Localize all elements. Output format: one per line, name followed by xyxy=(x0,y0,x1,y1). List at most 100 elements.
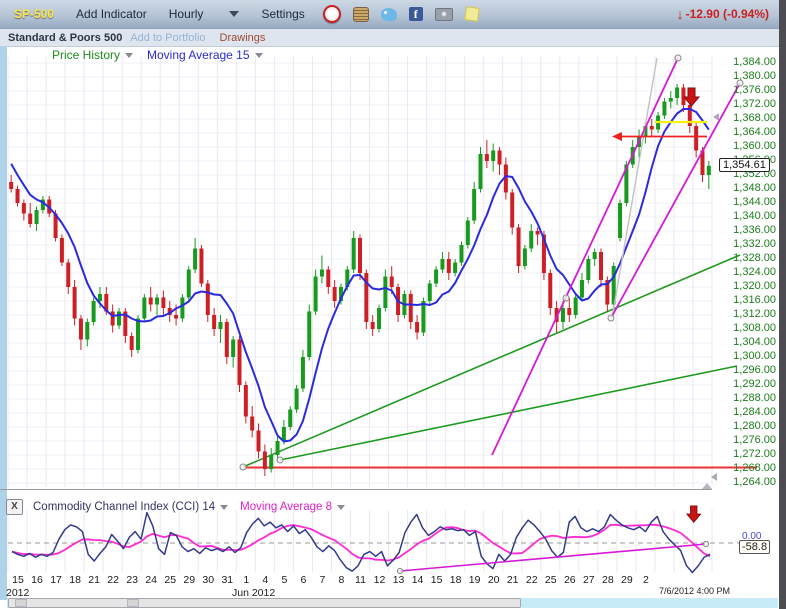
chevron-down-icon[interactable] xyxy=(229,11,240,17)
price-tick-label: 1,292.00 xyxy=(733,378,776,390)
price-tick-label: 1,372.00 xyxy=(733,98,776,110)
date-tick-label: 14 xyxy=(411,574,424,586)
date-tick-label: 21 xyxy=(506,574,519,586)
date-tick-label: 17 xyxy=(50,574,62,586)
date-tick-label: 25 xyxy=(164,574,177,586)
moving-average-dropdown[interactable]: Moving Average 15 xyxy=(147,48,250,62)
cci-chart[interactable] xyxy=(0,498,770,576)
date-tick-label: 22 xyxy=(525,574,538,586)
date-tick-label: 26 xyxy=(563,574,576,586)
date-tick-label: 28 xyxy=(601,574,614,586)
price-tick-label: 1,284.00 xyxy=(733,406,776,418)
date-tick-label: 29 xyxy=(621,574,633,586)
date-tick-label: 4 xyxy=(262,574,269,586)
date-tick-label: 31 xyxy=(221,574,234,586)
add-to-portfolio-link[interactable]: Add to Portfolio xyxy=(130,31,206,44)
price-tick-label: 1,344.00 xyxy=(733,196,776,208)
note-icon[interactable] xyxy=(463,6,480,22)
settings-button[interactable]: Settings xyxy=(261,7,305,21)
axis-marker-icon xyxy=(713,113,719,121)
change-value: -12.90 (-0.94%) xyxy=(685,7,769,21)
cci-value-box: -58.8 xyxy=(739,540,771,554)
coins-icon[interactable] xyxy=(352,6,369,22)
splitter-grip-icon[interactable] xyxy=(702,483,712,489)
date-tick-label: 25 xyxy=(544,574,557,586)
date-tick-label: 13 xyxy=(392,574,405,586)
price-tick-label: 1,300.00 xyxy=(733,350,776,362)
date-tick-label: 7 xyxy=(319,574,326,586)
last-price-box: 1,354.61 xyxy=(719,158,770,172)
price-tick-label: 1,348.00 xyxy=(733,182,776,194)
price-tick-label: 1,304.00 xyxy=(733,336,776,348)
price-tick-label: 1,288.00 xyxy=(733,392,776,404)
date-tick-label: 30 xyxy=(202,574,215,586)
date-tick-label: 23 xyxy=(126,574,138,586)
date-tick-label: 5 xyxy=(281,574,288,586)
date-tick-label: 15 xyxy=(430,574,443,586)
symbol-fullname: Standard & Poors 500 xyxy=(8,31,123,44)
year-label: 2012 xyxy=(6,587,30,599)
chevron-down-icon[interactable] xyxy=(220,504,229,510)
date-tick-label: 18 xyxy=(449,574,462,586)
price-tick-label: 1,368.00 xyxy=(733,112,776,124)
left-edge-strip xyxy=(0,46,7,600)
right-edge-strip xyxy=(779,0,786,609)
period-dropdown[interactable]: Hourly xyxy=(168,7,204,21)
price-tick-label: 1,308.00 xyxy=(733,322,776,334)
price-tick-label: 1,316.00 xyxy=(733,294,776,306)
cci-panel-header: X Commodity Channel Index (CCI) 14 Movin… xyxy=(6,499,346,515)
date-tick-label: 27 xyxy=(582,574,595,586)
price-tick-label: 1,384.00 xyxy=(733,56,776,68)
price-history-dropdown[interactable]: Price History xyxy=(52,48,121,62)
chevron-down-icon[interactable] xyxy=(125,52,134,58)
date-tick-label: 12 xyxy=(373,574,386,586)
price-tick-label: 1,280.00 xyxy=(733,420,776,432)
date-tick-label: 11 xyxy=(355,574,366,586)
date-tick-label: 18 xyxy=(69,574,81,586)
panel-splitter[interactable] xyxy=(0,489,712,490)
twitter-icon[interactable] xyxy=(380,7,397,21)
price-chart[interactable] xyxy=(0,46,760,490)
price-tick-label: 1,324.00 xyxy=(733,266,776,278)
drawings-menu[interactable]: Drawings xyxy=(219,31,266,44)
chevron-down-icon[interactable] xyxy=(337,504,346,510)
cci-zero-label: 0.00 xyxy=(742,531,762,542)
date-tick-label: 15 xyxy=(12,574,24,586)
month-label: Jun 2012 xyxy=(232,587,276,599)
price-tick-label: 1,312.00 xyxy=(733,308,776,320)
price-tick-label: 1,336.00 xyxy=(733,224,776,236)
date-tick-label: 19 xyxy=(468,574,481,586)
close-indicator-button[interactable]: X xyxy=(6,499,23,515)
price-tick-label: 1,296.00 xyxy=(733,364,776,376)
symbol-label[interactable]: SP-500 xyxy=(14,7,55,21)
sub-toolbar: Standard & Poors 500 Add to Portfolio Dr… xyxy=(0,29,779,47)
date-tick-label: 2 xyxy=(642,574,649,586)
chevron-down-icon[interactable] xyxy=(254,52,263,58)
horizontal-scrollbar[interactable] xyxy=(7,598,778,608)
date-tick-label: 21 xyxy=(88,574,100,586)
camera-icon[interactable] xyxy=(434,7,453,21)
scrollbar-button[interactable] xyxy=(127,599,139,607)
facebook-icon[interactable]: f xyxy=(408,7,423,21)
date-tick-label: 29 xyxy=(183,574,196,586)
scrollbar-thumb[interactable] xyxy=(8,598,521,608)
price-tick-label: 1,276.00 xyxy=(733,434,776,446)
cci-ma-dropdown[interactable]: Moving Average 8 xyxy=(240,501,333,513)
price-tick-label: 1,376.00 xyxy=(733,84,776,96)
date-tick-label: 24 xyxy=(145,574,158,586)
scrollbar-button[interactable] xyxy=(15,599,27,607)
price-tick-label: 1,340.00 xyxy=(733,210,776,222)
add-indicator-button[interactable]: Add Indicator xyxy=(76,7,147,21)
date-tick-label: 22 xyxy=(107,574,119,586)
price-tick-label: 1,320.00 xyxy=(733,280,776,292)
axis-marker-icon xyxy=(711,473,717,481)
cci-dropdown[interactable]: Commodity Channel Index (CCI) 14 xyxy=(33,501,216,513)
down-arrow-icon: ↓ xyxy=(676,6,684,22)
date-tick-label: 20 xyxy=(487,574,500,586)
price-tick-label: 1,360.00 xyxy=(733,140,776,152)
date-tick-label: 1 xyxy=(243,574,250,586)
price-tick-label: 1,268.00 xyxy=(733,462,776,474)
price-tick-label: 1,364.00 xyxy=(733,126,776,138)
alarm-icon[interactable] xyxy=(322,5,341,23)
